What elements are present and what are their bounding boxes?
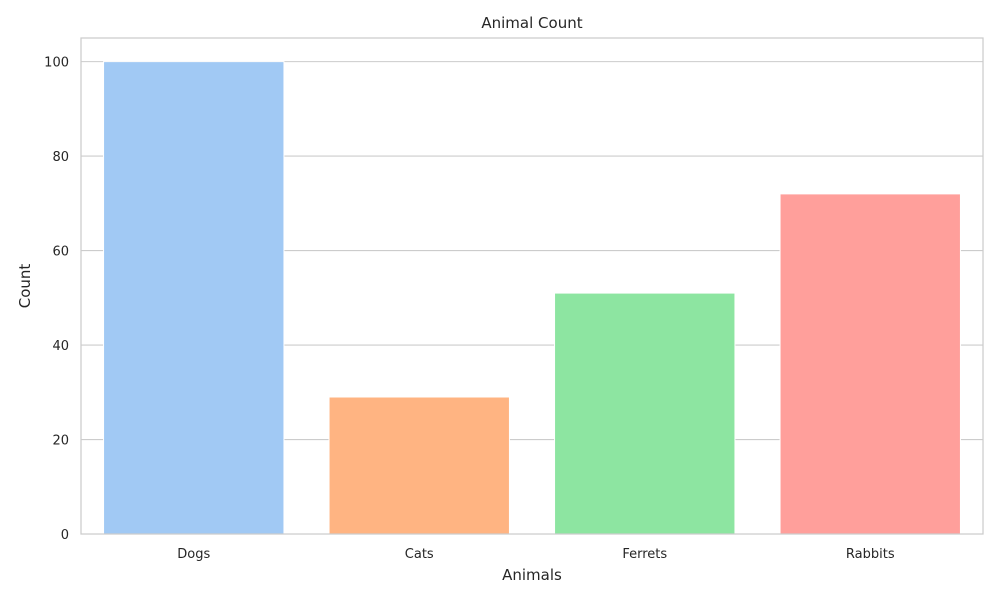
bar-rabbits [779,193,961,535]
y-tick-label: 60 [52,245,69,260]
x-tick-label: Dogs [177,547,210,562]
y-tick-label: 100 [44,56,69,71]
y-tick-label: 80 [52,150,69,165]
y-tick-labels: 0 20 40 60 80 100 [44,56,69,543]
x-tick-label: Ferrets [622,547,667,562]
chart-title: Animal Count [481,14,582,32]
bar-ferrets [554,292,736,535]
y-axis-label: Count [16,264,34,309]
plot-frame [80,37,984,535]
y-tick-label: 40 [52,339,69,354]
y-tick-label: 20 [52,434,69,449]
y-tick-label: 0 [61,528,69,543]
x-tick-label: Rabbits [846,547,895,562]
x-tick-labels: Dogs Cats Ferrets Rabbits [177,547,895,562]
x-axis-label: Animals [502,566,562,584]
bars [103,61,961,535]
x-tick-label: Cats [405,547,434,562]
bar-cats [328,396,510,535]
bar-dogs [103,61,285,535]
